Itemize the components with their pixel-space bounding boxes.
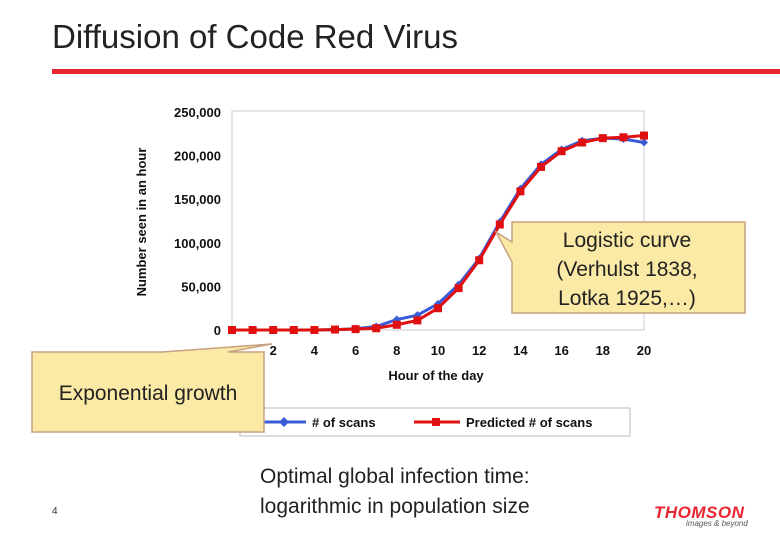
thomson-logo: THOMSON images & beyond bbox=[654, 503, 748, 528]
series-lines bbox=[228, 131, 648, 334]
data-point-predicted bbox=[413, 316, 422, 325]
x-tick-label: 14 bbox=[513, 343, 528, 358]
legend: # of scans Predicted # of scans bbox=[239, 407, 631, 437]
y-tick-label: 200,000 bbox=[174, 149, 221, 164]
data-point-scans bbox=[640, 138, 648, 147]
logistic-callout-box bbox=[494, 221, 746, 314]
y-tick-label: 100,000 bbox=[174, 236, 221, 251]
data-point-predicted bbox=[434, 304, 442, 313]
x-tick-label: 18 bbox=[596, 343, 610, 358]
exponential-callout: Exponential growth bbox=[31, 343, 273, 433]
title-underline bbox=[52, 69, 780, 74]
data-point-predicted bbox=[578, 138, 587, 147]
logistic-callout-line2: (Verhulst 1838, bbox=[556, 258, 697, 281]
data-point-predicted bbox=[598, 134, 607, 143]
x-tick-label: 12 bbox=[472, 343, 486, 358]
data-point-predicted bbox=[557, 147, 566, 156]
data-point-predicted bbox=[495, 220, 504, 229]
x-tick-label: 16 bbox=[554, 343, 568, 358]
data-point-predicted bbox=[454, 284, 463, 293]
legend-label-scans: # of scans bbox=[312, 415, 376, 430]
data-point-predicted bbox=[351, 325, 360, 334]
logistic-callout-line1: Logistic curve bbox=[563, 229, 691, 252]
note-line-1: Optimal global infection time: bbox=[260, 465, 530, 488]
logo-brand: THOMSON bbox=[654, 503, 745, 522]
x-tick-label: 4 bbox=[311, 343, 319, 358]
x-tick-label: 8 bbox=[393, 343, 400, 358]
data-point-predicted bbox=[392, 320, 401, 329]
legend-marker-scans bbox=[279, 417, 289, 427]
logistic-callout: Logistic curve (Verhulst 1838, Lotka 192… bbox=[494, 221, 746, 314]
data-point-predicted bbox=[640, 131, 648, 140]
optimal-infection-note: Optimal global infection time: logarithm… bbox=[260, 462, 530, 522]
data-point-predicted bbox=[248, 326, 257, 334]
x-axis-ticks: 2 4 6 8 10 12 14 16 18 20 bbox=[270, 343, 652, 358]
data-point-predicted bbox=[537, 162, 545, 171]
note-line-2: logarithmic in population size bbox=[260, 495, 530, 518]
y-tick-label: 0 bbox=[214, 323, 221, 338]
data-point-predicted bbox=[619, 133, 628, 142]
x-tick-label: 20 bbox=[637, 343, 651, 358]
y-tick-label: 250,000 bbox=[174, 105, 221, 120]
data-point-predicted bbox=[289, 326, 298, 334]
logo-tagline: images & beyond bbox=[686, 519, 748, 528]
logistic-callout-line3: Lotka 1925,…) bbox=[558, 287, 696, 310]
x-tick-label: 6 bbox=[352, 343, 359, 358]
data-point-predicted bbox=[228, 326, 236, 334]
exponential-callout-box bbox=[31, 343, 273, 433]
page-number: 4 bbox=[52, 506, 58, 517]
x-tick-label: 2 bbox=[270, 343, 277, 358]
data-point-predicted bbox=[372, 324, 381, 333]
data-point-predicted bbox=[310, 326, 319, 334]
y-tick-label: 150,000 bbox=[174, 192, 221, 207]
data-point-predicted bbox=[331, 325, 339, 334]
y-axis-title: Number seen in an hour bbox=[134, 148, 149, 297]
data-point-predicted bbox=[475, 256, 484, 265]
legend-label-predicted: Predicted # of scans bbox=[466, 415, 592, 430]
x-tick-label: 10 bbox=[431, 343, 445, 358]
x-axis-title: Hour of the day bbox=[388, 368, 484, 383]
y-tick-label: 50,000 bbox=[181, 279, 221, 294]
data-point-predicted bbox=[516, 187, 525, 196]
data-point-predicted bbox=[269, 326, 278, 334]
legend-marker-predicted bbox=[432, 418, 440, 426]
slide-title: Diffusion of Code Red Virus bbox=[52, 18, 459, 55]
exponential-callout-label: Exponential growth bbox=[59, 382, 238, 405]
y-axis-ticks: 0 50,000 100,000 150,000 200,000 250,000 bbox=[174, 105, 221, 338]
